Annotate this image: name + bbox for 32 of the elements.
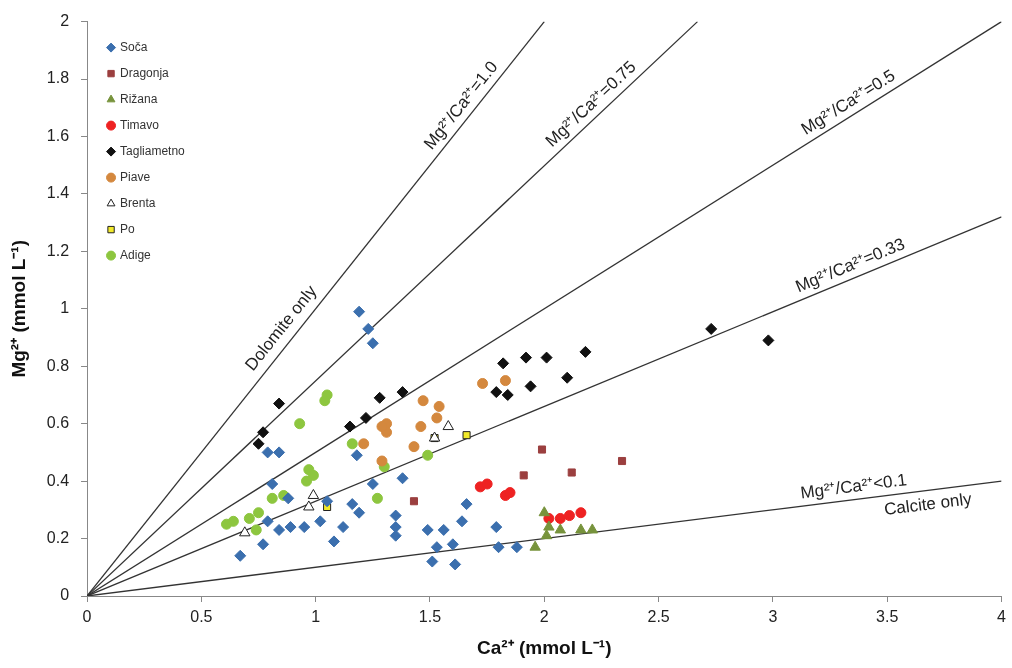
y-tick-label: 1.6 <box>46 126 70 144</box>
x-tick-label: 0.5 <box>190 608 213 626</box>
legend-label: Soča <box>120 39 148 54</box>
y-tick-label: 1 <box>60 299 70 317</box>
x-tick-label: 1.5 <box>418 608 442 626</box>
x-tick-label: 2 <box>539 608 549 626</box>
legend-label: Brenta <box>120 195 156 210</box>
legend-label: Piave <box>120 169 151 184</box>
y-tick-label: 1.4 <box>46 184 70 202</box>
y-tick-label: 0.2 <box>46 528 70 546</box>
y-tick-label: 1.2 <box>46 241 70 259</box>
y-tick-label: 1.8 <box>46 69 70 87</box>
legend-label: Po <box>120 221 136 236</box>
x-tick-label: 2.5 <box>647 608 670 626</box>
x-tick-label: 0 <box>82 608 92 626</box>
x-tick-label: 3 <box>768 608 778 626</box>
legend-label: Timavo <box>120 117 160 132</box>
legend-label: Dragonja <box>120 65 170 80</box>
y-axis-title: Mg²⁺ (mmol L⁻¹) <box>7 240 29 378</box>
legend-label: Rižana <box>120 91 158 106</box>
y-tick-label: 0.4 <box>46 471 70 489</box>
legend-label: Tagliametno <box>120 143 186 158</box>
y-tick-label: 0 <box>60 586 70 604</box>
x-tick-label: 4 <box>997 608 1007 626</box>
legend-label: Adige <box>120 247 152 262</box>
y-tick-label: 0.8 <box>46 356 70 374</box>
x-tick-label: 1 <box>311 608 321 626</box>
x-axis-title: Ca²⁺ (mmol L⁻¹) <box>477 636 612 658</box>
x-tick-label: 3.5 <box>876 608 899 626</box>
y-tick-label: 2 <box>60 12 70 30</box>
annotation: Calcite only <box>883 489 974 520</box>
y-tick-label: 0.6 <box>46 414 70 432</box>
